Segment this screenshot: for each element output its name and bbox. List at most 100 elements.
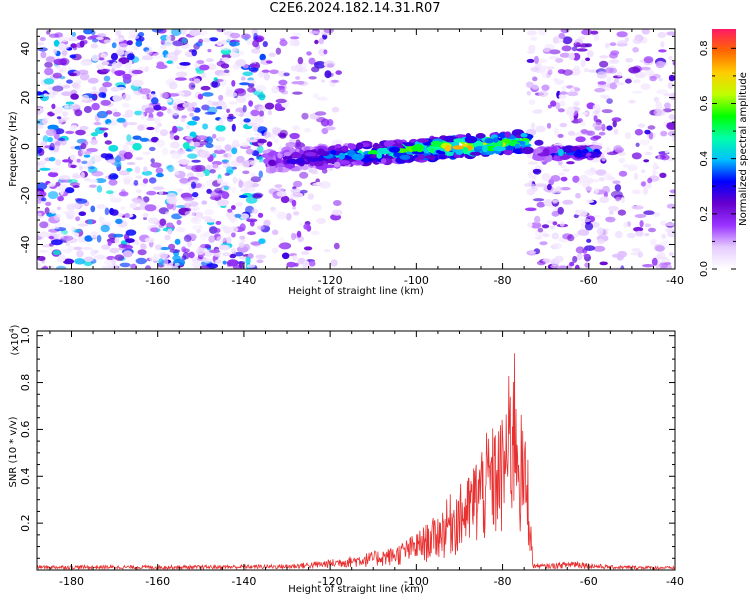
spectrogram-cell [44,61,53,68]
spectrogram-cell [544,66,556,70]
spectrogram-cell [181,255,187,261]
spectrogram-cell [550,100,557,107]
spectrogram-cell [196,135,208,141]
spectrogram-cell [574,110,579,118]
spectrogram-cell [292,39,300,47]
spectrogram-cell [81,150,86,155]
spectrogram-cell [146,117,156,122]
spectrogram-cell [299,171,309,179]
snr-y-axis-label: SNR (10 * v/v) [8,416,19,487]
spectrogram-cell [103,220,111,225]
spectrogram-cell [131,79,144,87]
spectrogram-cell [167,164,174,173]
spectrogram-cell [241,33,251,40]
spectrogram-cell [227,208,233,213]
spectrogram-cell [592,215,602,219]
spectrogram-cell [578,36,586,40]
spectrogram-cell [43,93,49,97]
spectrogram-cell [238,180,244,188]
spectrogram-cell [213,149,226,155]
spectrogram-cell [202,257,212,263]
spectrogram-cell [90,43,99,49]
spectrogram-cell [559,122,568,128]
spectrogram-cell [320,118,330,127]
spectrogram-cell [306,51,312,56]
spectrogram-cell [90,155,102,163]
spectrogram-cell [210,80,221,88]
spectrogram-cell [191,159,201,163]
spectrogram-cell [152,253,158,260]
spectrogram-cell [246,38,253,46]
spectrogram-cell [617,209,627,216]
spectrogram-cell [644,151,653,156]
spectrogram-cell [101,244,111,250]
x-tick-label: -140 [231,575,256,588]
spectrogram-cell [98,216,105,224]
spectrogram-cell [245,148,254,155]
x-tick-label: -140 [231,274,256,287]
x-tick-label: -80 [494,575,512,588]
spectrogram-cell [633,79,641,84]
spectrogram-cell [52,90,59,96]
spectrogram-cell [159,190,164,195]
spectrogram-cell [641,29,650,35]
spectrogram-cell [569,261,575,267]
spectrogram-cell [150,162,162,168]
spectrogram-cell [532,168,542,174]
spectrogram-cell [666,31,675,36]
y-tick-label: 0 [19,143,32,150]
spectrogram-cell [588,179,600,183]
spectrogram-cell [652,161,658,170]
spectrogram-cell [444,145,452,152]
spectrogram-cell [283,152,292,157]
spectrogram-cell [356,142,364,150]
spectrogram-cell [166,60,173,64]
spectrogram-cell [231,205,236,210]
spectrogram-cell [73,229,82,233]
spectrogram-cell [279,236,285,243]
spectrogram-cell [575,149,583,157]
spectrogram-cell [39,36,46,42]
spectrogram-cell [554,186,563,193]
spectrogram-cell [256,225,265,230]
spectrogram-cell [276,191,287,197]
spectrogram-cell [158,252,168,259]
spectrogram-cell [575,136,586,143]
spectrogram-cell [58,175,71,181]
spectrogram-cell [308,76,317,80]
spectrogram-cell [266,141,273,147]
y-tick-label: 20 [19,91,32,105]
spectrogram-cell [164,234,171,241]
spectrogram-cell [58,43,67,51]
spectrogram-cell [141,170,153,176]
spectrogram-cell [579,175,589,183]
spectrogram-cell [547,183,552,191]
spectrogram-cell [84,256,94,262]
spectrogram-cell [163,265,173,269]
spectrogram-cell [166,222,174,228]
spectrogram-cell [104,207,110,216]
spectrogram-cell [274,103,282,110]
spectrogram-cell [153,117,161,125]
spectrogram-cell [114,254,125,261]
spectrogram-cell [575,42,581,47]
spectrogram-cell [109,247,120,254]
spectrogram-cell [103,75,111,82]
spectrogram-cell [561,45,572,52]
spectrogram-cell [528,99,536,105]
spectrogram-cell [212,133,217,139]
spectrogram-cell [604,42,610,49]
spectrogram-cell [95,36,104,41]
spectrogram-cell [560,176,568,182]
spectrogram-cell [562,199,574,205]
spectrogram-cell [181,115,187,119]
spectrogram-cell [554,255,564,263]
spectrogram-cell [239,223,246,232]
spectrogram-cell [171,213,183,220]
spectrogram-cell [250,176,261,183]
spectrogram-cell [528,250,537,254]
spectrogram-cell [234,213,242,218]
spectrogram-cell [430,140,442,147]
spectrogram-cell [103,132,108,138]
